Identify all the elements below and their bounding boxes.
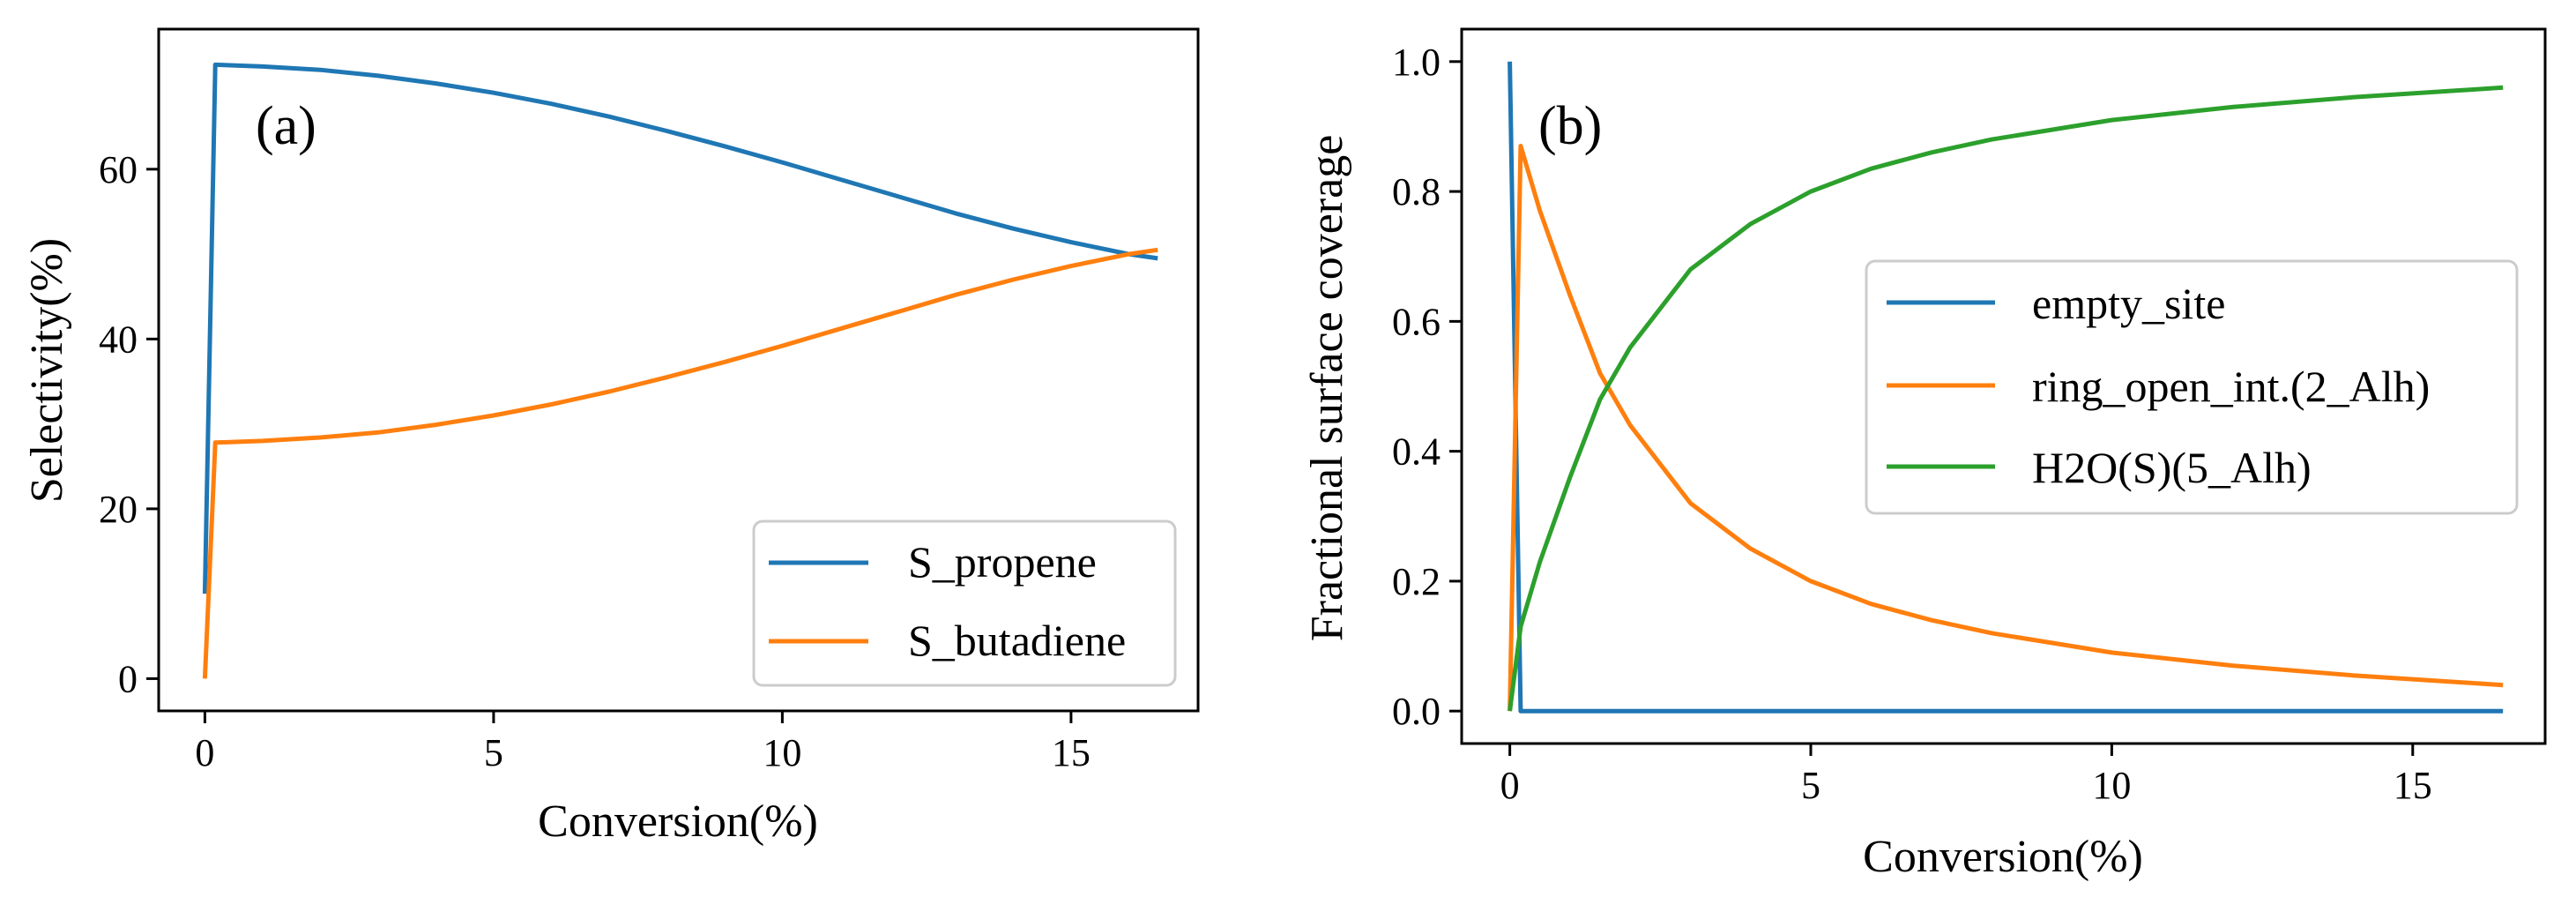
- panel-a-label: (a): [256, 96, 316, 156]
- panel-a-x-axis-title: Conversion(%): [538, 796, 818, 847]
- panel-a-series-line-s-butadiene: [202, 247, 1158, 679]
- legend-label-h2o: H2O(S)(5_Alh): [2032, 443, 2312, 492]
- panel-b-y-tick-label: 0.8: [1392, 170, 1441, 213]
- panel-a-x-tick-label: 10: [763, 731, 801, 774]
- panel-b-series-line-ring-open-int-2-alh: [1508, 144, 2504, 712]
- legend-label-empty-site: empty_site: [2032, 279, 2225, 328]
- legend-label-s-butadiene: S_butadiene: [908, 616, 1126, 665]
- panel-b-series-line-h2o-s-5-alh: [1508, 85, 2504, 712]
- panel-a-legend: S_propene S_butadiene: [752, 520, 1177, 687]
- panel-b-plot-frame: [1460, 27, 2547, 745]
- panel-a-y-axis-title: Selectivity(%): [22, 238, 72, 503]
- panel-b-y-tick-label: 0.0: [1392, 690, 1441, 733]
- panel-a-x-tick-label: 15: [1052, 731, 1091, 774]
- panel-a-plot-frame: [157, 27, 1200, 713]
- panel-a-chart: 0 5 10 15 0 20 40 60 (a) Conversion(%) Selecti…: [22, 27, 1200, 847]
- panel-a-y-tick-label: 0: [118, 657, 138, 700]
- panel-b-series-line-empty-site: [1508, 61, 2504, 714]
- panel-b-x-tick-label: 0: [1500, 764, 1520, 807]
- panel-b-x-axis-title: Conversion(%): [1863, 832, 2143, 882]
- legend-label-s-propene: S_propene: [908, 537, 1097, 587]
- panel-b-y-tick-label: 0.4: [1392, 430, 1441, 474]
- panel-a-y-tick-label: 20: [99, 488, 138, 531]
- panel-b-legend: empty_site ring_open_int.(2_Alh) H2O(S)(…: [1865, 259, 2519, 515]
- panel-b-x-tick-label: 5: [1801, 764, 1820, 807]
- panel-a-series-line-s-propene: [202, 62, 1158, 594]
- panel-b-y-ticks: 0.0 0.2 0.4 0.6 0.8 1.0: [1392, 41, 1462, 733]
- panel-a-y-tick-label: 40: [99, 318, 138, 361]
- panel-b-label: (b): [1538, 96, 1602, 156]
- panel-b-x-tick-label: 15: [2394, 764, 2432, 807]
- panel-b-x-ticks: 0 5 10 15: [1500, 744, 2432, 807]
- panel-a-x-ticks: 0 5 10 15: [195, 711, 1091, 774]
- panel-b-y-axis-title: Fractional surface coverage: [1302, 135, 1352, 642]
- panel-b-y-tick-label: 0.2: [1392, 560, 1441, 603]
- panel-a-x-tick-label: 0: [195, 731, 214, 774]
- panel-b-x-tick-label: 10: [2092, 764, 2131, 807]
- panel-b-legend-box: [1865, 259, 2519, 515]
- panel-a-y-ticks: 0 20 40 60: [99, 148, 159, 700]
- panel-b-y-tick-label: 0.6: [1392, 300, 1441, 343]
- panel-a-y-tick-label: 60: [99, 148, 138, 191]
- panel-b-chart: 0 5 10 15 0.0 0.2 0.4 0.6 0.8 1.0 (b) Conversion…: [1302, 27, 2547, 882]
- legend-label-ring-open-int: ring_open_int.(2_Alh): [2032, 362, 2430, 411]
- panel-a-marks: [202, 62, 1158, 679]
- panel-b-marks: [1508, 61, 2504, 714]
- panel-a-x-tick-label: 5: [484, 731, 503, 774]
- panel-b-y-tick-label: 1.0: [1392, 41, 1441, 84]
